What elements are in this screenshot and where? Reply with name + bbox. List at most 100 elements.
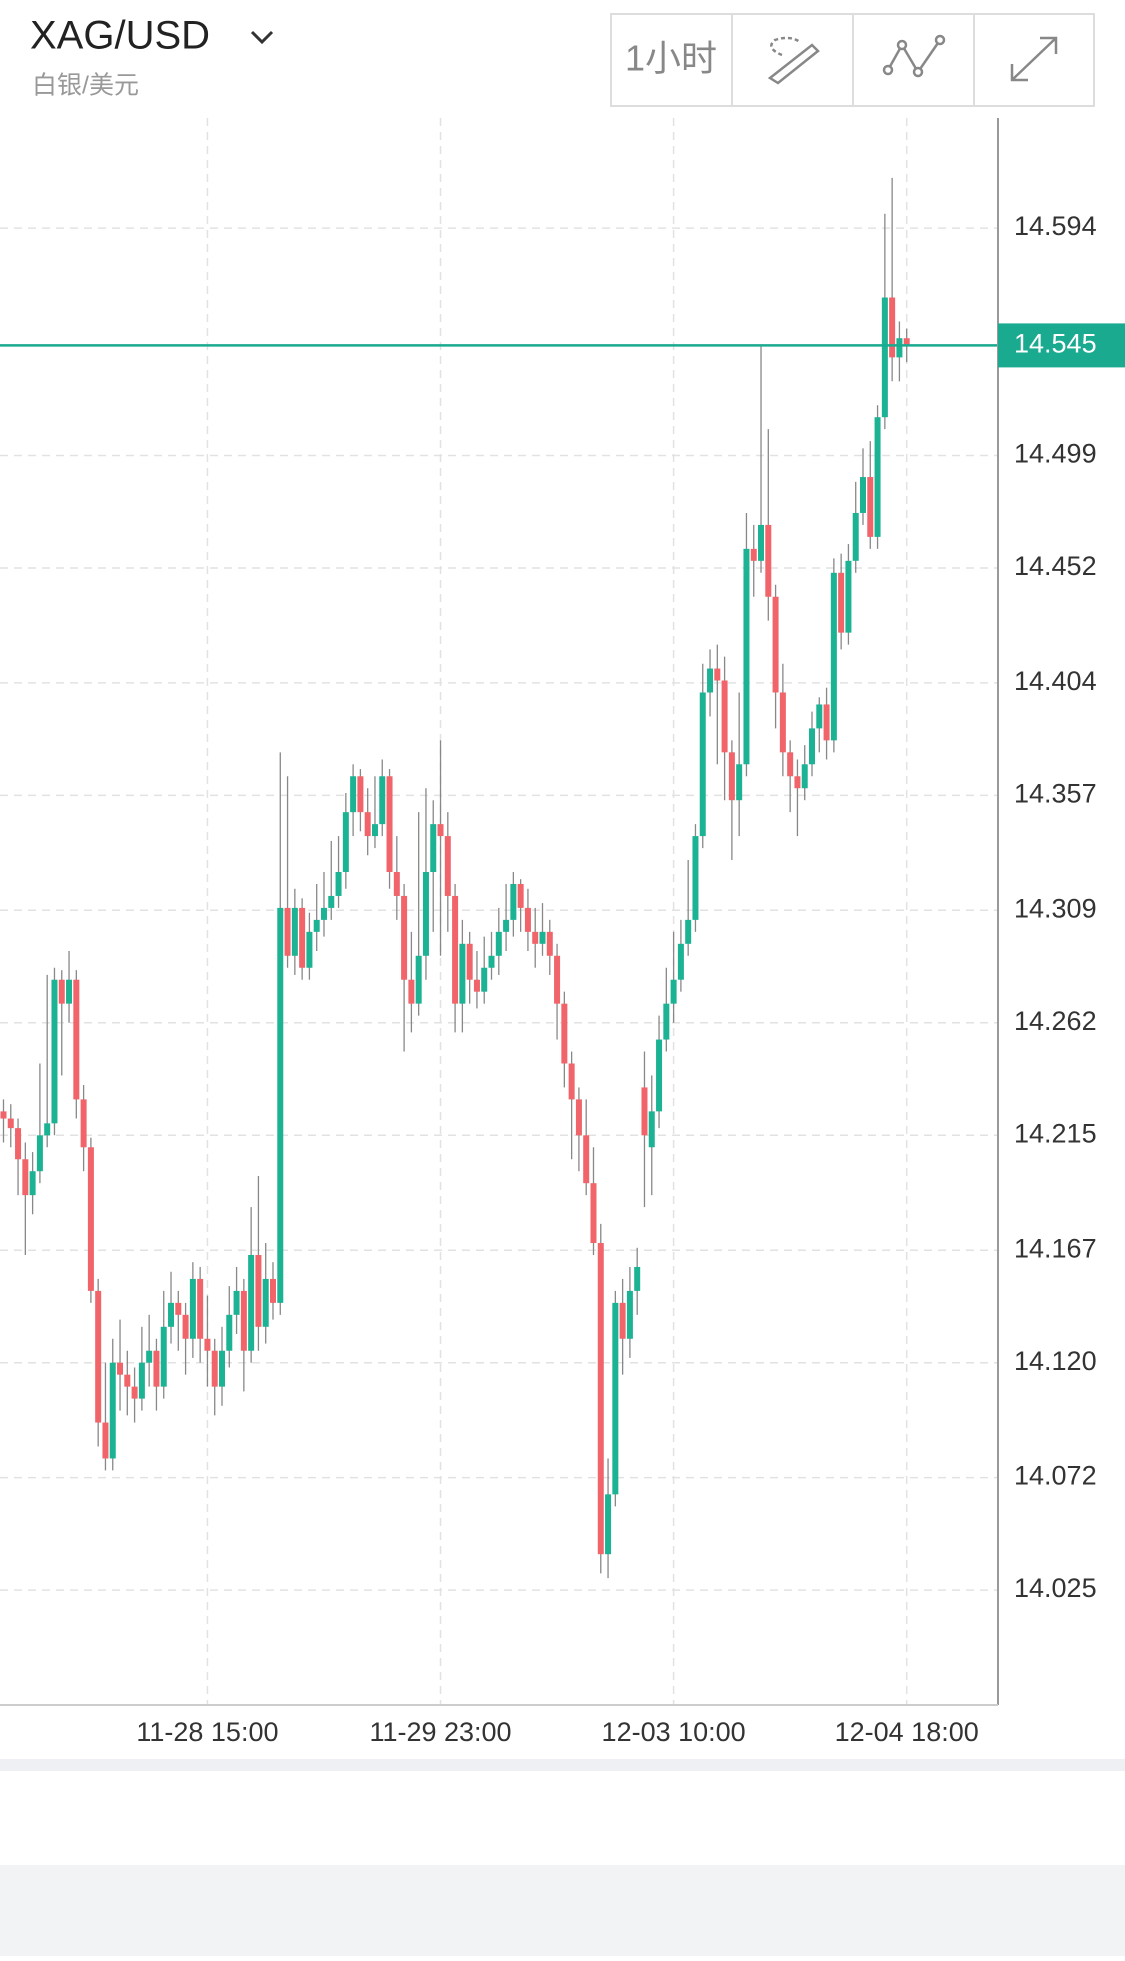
candle-body (15, 1128, 22, 1160)
candle-body (772, 596, 779, 693)
last-price-label: 14.545 (1014, 329, 1097, 359)
candle-body (889, 297, 896, 358)
bottom-panel (0, 1865, 1125, 1956)
candle-body (736, 764, 743, 801)
candle-body (7, 1118, 14, 1129)
candle-body (138, 1362, 145, 1399)
symbol[interactable]: XAG/USD (30, 14, 210, 58)
candle-body (670, 979, 677, 1004)
candle-body (677, 943, 684, 980)
indicator-button[interactable] (882, 34, 946, 78)
candle-body (699, 692, 706, 837)
candle-body (204, 1338, 211, 1351)
candle-body (568, 1063, 575, 1100)
candle-body (597, 1243, 604, 1555)
candle-body (73, 979, 80, 1100)
candle-body (211, 1350, 218, 1387)
candle-body (29, 1171, 36, 1196)
candle-body (524, 907, 531, 932)
candle-body (117, 1362, 124, 1375)
y-tick-label: 14.072 (1014, 1461, 1097, 1491)
candle-body (692, 836, 699, 920)
candle-body (269, 1278, 276, 1303)
candle-body (503, 919, 510, 932)
candle-body (517, 883, 524, 908)
candle-body (415, 955, 422, 1004)
candle-body (583, 1135, 590, 1184)
candle-body (430, 824, 437, 873)
candle-body (226, 1314, 233, 1351)
candle-body (168, 1302, 175, 1327)
candle-body (648, 1111, 655, 1148)
candle-body (466, 943, 473, 980)
candle-body (444, 836, 451, 896)
candle-body (750, 548, 757, 561)
candle-body (44, 1123, 51, 1136)
candle-body (488, 955, 495, 968)
candle-body (721, 680, 728, 753)
candle-body (794, 776, 801, 789)
y-tick-label: 14.215 (1014, 1118, 1097, 1148)
candle-body (816, 704, 823, 729)
candle-body (532, 931, 539, 944)
candle-body (160, 1326, 167, 1387)
candle-body (845, 560, 852, 633)
candle-body (881, 297, 888, 418)
symbol-dropdown[interactable] (250, 30, 274, 45)
interval-button[interactable]: 1小时 (625, 38, 717, 79)
candle-body (371, 824, 378, 837)
candle-body (66, 979, 73, 1004)
y-tick-label: 14.357 (1014, 779, 1097, 809)
candle-body (284, 907, 291, 956)
candle-body (182, 1314, 189, 1339)
candle-body (896, 338, 903, 358)
candle-body (437, 824, 444, 837)
candle-body (401, 895, 408, 980)
candle-body (350, 776, 357, 813)
candle-body (189, 1278, 196, 1339)
draw-tool-button[interactable] (767, 36, 820, 85)
candle-body (801, 764, 808, 789)
candle-body (109, 1362, 116, 1459)
candle-body (240, 1290, 247, 1351)
candle-body (539, 931, 546, 944)
candle-body (546, 931, 553, 956)
candle-body (197, 1278, 204, 1339)
candle-body (903, 338, 910, 346)
candle-body (605, 1494, 612, 1555)
candle-body (495, 931, 502, 956)
candle-body (867, 477, 874, 537)
candle-body (612, 1302, 619, 1495)
candle-body (481, 967, 488, 992)
candle-body (393, 872, 400, 896)
candle-body (320, 907, 327, 920)
candle-body (51, 979, 58, 1124)
candle-body (306, 931, 313, 968)
candle-body (707, 668, 714, 693)
y-tick-label: 14.025 (1014, 1573, 1097, 1603)
y-tick-label: 14.120 (1014, 1346, 1097, 1376)
candle-body (473, 979, 480, 992)
candle-body (459, 943, 466, 1004)
candle-body (590, 1183, 597, 1244)
candle-body (357, 776, 364, 813)
candle-body (626, 1290, 633, 1339)
candle-body (663, 1003, 670, 1040)
candle-body (619, 1302, 626, 1339)
candle-body (95, 1290, 102, 1423)
candle-body (758, 524, 765, 561)
candle-body (685, 919, 692, 944)
y-tick-label: 14.404 (1014, 666, 1097, 696)
candle-body (641, 1087, 648, 1136)
candle-body (823, 704, 830, 741)
candle-body (0, 1111, 7, 1119)
plot (0, 118, 998, 1705)
fullscreen-button[interactable] (1010, 36, 1058, 82)
candle-body (634, 1266, 641, 1291)
y-tick-label: 14.452 (1014, 551, 1097, 581)
candle-body (554, 955, 561, 1004)
candle-body (830, 572, 837, 741)
y-tick-label: 14.167 (1014, 1233, 1097, 1263)
